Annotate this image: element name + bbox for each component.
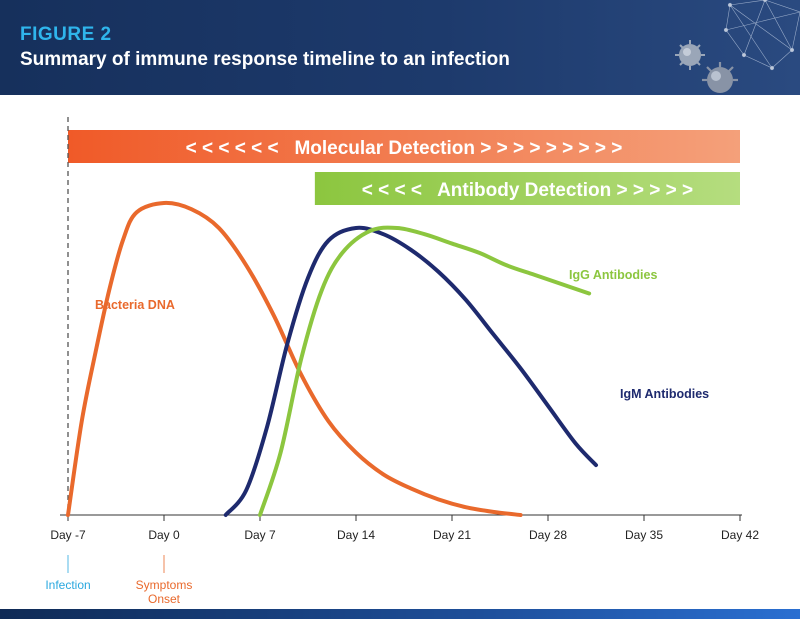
- x-tick-label: Day 21: [433, 528, 471, 542]
- antibody-detection-band: [314, 172, 740, 205]
- x-tick-label: Day 35: [625, 528, 663, 542]
- x-tick-label: Day 42: [721, 528, 759, 542]
- x-tick-label: Day -7: [50, 528, 86, 542]
- infection-marker: Infection: [45, 555, 91, 592]
- series-label-igm-antibodies: IgM Antibodies: [620, 387, 709, 401]
- figure-header: FIGURE 2 Summary of immune response time…: [0, 0, 800, 95]
- figure-label: FIGURE 2: [20, 24, 112, 45]
- footer-strip: [0, 609, 800, 619]
- x-axis-ticks: Day -7 Day 0 Day 7 Day 14 Day 21 Day 28 Day 35…: [50, 515, 759, 542]
- virus-network-graphic: [675, 0, 800, 93]
- timeline-chart: < < < < < < Molecular Detection > > > > …: [45, 117, 759, 606]
- figure-title: Summary of immune response timeline to a…: [20, 49, 510, 70]
- infection-label: Infection: [45, 578, 90, 592]
- molecular-detection-band: [68, 130, 740, 163]
- antibody-detection-label: < < < < Antibody Detection > > > > >: [362, 180, 693, 201]
- network-mesh-icon: [723, 0, 800, 71]
- x-tick-label: Day 14: [337, 528, 375, 542]
- symptoms-onset-label-line2: Onset: [148, 592, 181, 606]
- symptoms-onset-label-line1: Symptoms: [136, 578, 193, 592]
- virus-icon: [675, 40, 705, 70]
- series-line-igg-antibodies: [258, 225, 592, 517]
- series-line-igm-antibodies: [223, 225, 598, 517]
- series-line-bacteria-dna: [66, 200, 523, 517]
- virus-icon: [702, 62, 738, 93]
- symptoms-onset-marker: Symptoms Onset: [136, 555, 193, 606]
- x-tick-label: Day 7: [244, 528, 276, 542]
- x-tick-label: Day 28: [529, 528, 567, 542]
- x-tick-label: Day 0: [148, 528, 180, 542]
- series-layer: [66, 200, 598, 517]
- molecular-detection-label: < < < < < < Molecular Detection > > > > …: [186, 138, 623, 159]
- series-label-igg-antibodies: IgG Antibodies: [569, 268, 657, 282]
- series-label-bacteria-dna: Bacteria DNA: [95, 298, 175, 312]
